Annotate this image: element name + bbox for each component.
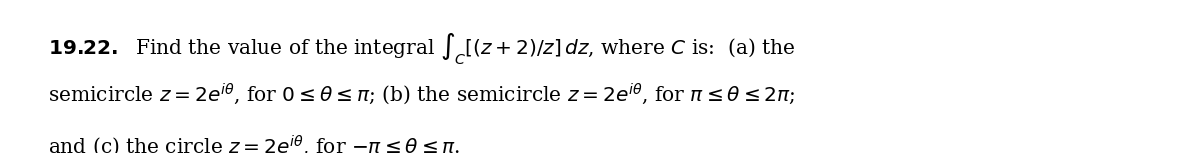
Text: $\mathbf{19.22.}$  Find the value of the integral $\int_C[(z + 2)/z]\,dz$, where: $\mathbf{19.22.}$ Find the value of the … [48, 31, 796, 67]
Text: semicircle $z = 2e^{i\theta}$, for $0 \leq \theta \leq \pi$; (b) the semicircle : semicircle $z = 2e^{i\theta}$, for $0 \l… [48, 81, 796, 107]
Text: and (c) the circle $z = 2e^{i\theta}$, for $-\pi \leq \theta \leq \pi$.: and (c) the circle $z = 2e^{i\theta}$, f… [48, 133, 461, 153]
